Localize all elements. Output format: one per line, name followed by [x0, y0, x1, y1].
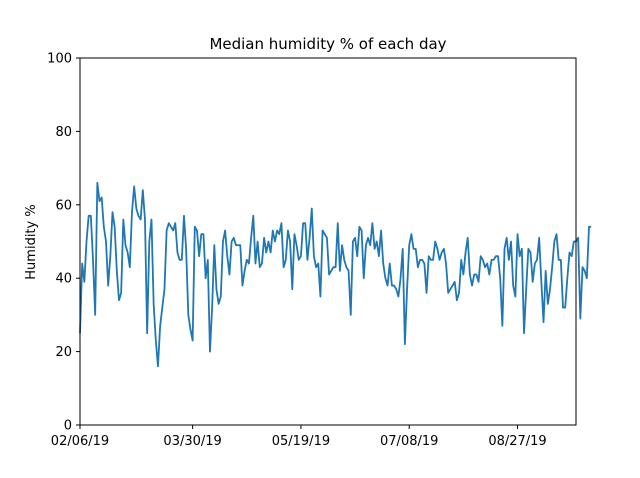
x-tick-label: 02/06/19 — [51, 434, 109, 449]
x-tick-label: 03/30/19 — [163, 434, 221, 449]
y-tick-label: 60 — [55, 198, 72, 213]
x-tick-label: 05/19/19 — [272, 434, 330, 449]
x-axis-ticks: 02/06/19 03/30/19 05/19/19 07/08/19 08/27/19 — [51, 425, 547, 449]
y-tick-label: 100 — [47, 52, 72, 67]
y-tick-label: 0 — [64, 419, 72, 434]
y-axis-label: Humidity % — [24, 204, 39, 279]
y-tick-label: 20 — [55, 345, 72, 360]
chart-title: Median humidity % of each day — [209, 35, 446, 53]
y-tick-label: 40 — [55, 272, 72, 287]
x-tick-label: 08/27/19 — [488, 434, 546, 449]
y-axis-ticks: 0 20 40 60 80 100 — [47, 52, 80, 434]
x-tick-label: 07/08/19 — [380, 434, 438, 449]
humidity-series-line — [79, 181, 592, 368]
plot-area-frame — [79, 57, 577, 426]
y-tick-label: 80 — [55, 125, 72, 140]
